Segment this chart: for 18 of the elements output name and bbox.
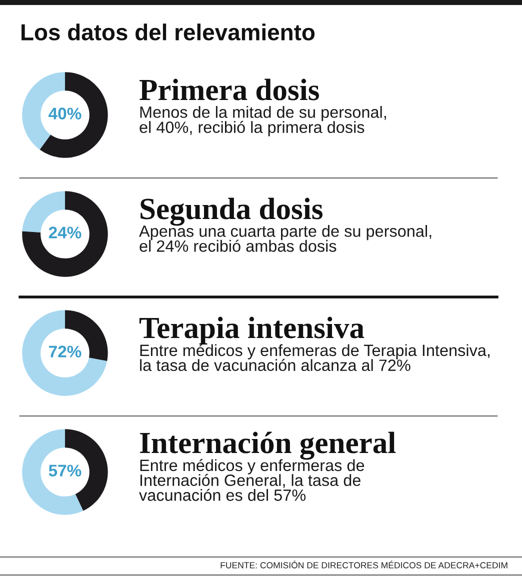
text: Terapia intensiva — [139, 316, 364, 345]
source-note: FUENTE: COMISIÓN DE DIRECTORES MÉDICOS DE ADECRA+CEDIM — [220, 560, 508, 568]
text: Primera dosis — [140, 78, 320, 100]
donut-slice — [40, 72, 108, 158]
text: Los datos del relevamiento — [22, 24, 315, 40]
data-label: 24% — [48, 226, 82, 238]
text: Menos de la mitad de su personal, el 40%, recibió la primera dosis — [140, 106, 386, 136]
text: Entre médicos y enfemeras de Terapia Intensiva, la tasa de vacunación alcanza al 72% — [140, 344, 490, 372]
text: Segunda dosis — [140, 198, 323, 226]
donut-slice — [22, 429, 84, 515]
donut-slice — [22, 191, 108, 277]
data-label: 57% — [48, 464, 82, 476]
data-label: 72% — [49, 346, 82, 358]
text: Apenas una cuarta parte de su personal, el 24% recibió ambas dosis — [139, 225, 432, 252]
text: Entre médicos y enfermeras de Internación General, la tasa de vacunación es del 57% — [139, 459, 364, 501]
donut-slice — [22, 310, 108, 396]
text: Internación general — [140, 432, 396, 460]
data-label: 40% — [48, 108, 82, 120]
